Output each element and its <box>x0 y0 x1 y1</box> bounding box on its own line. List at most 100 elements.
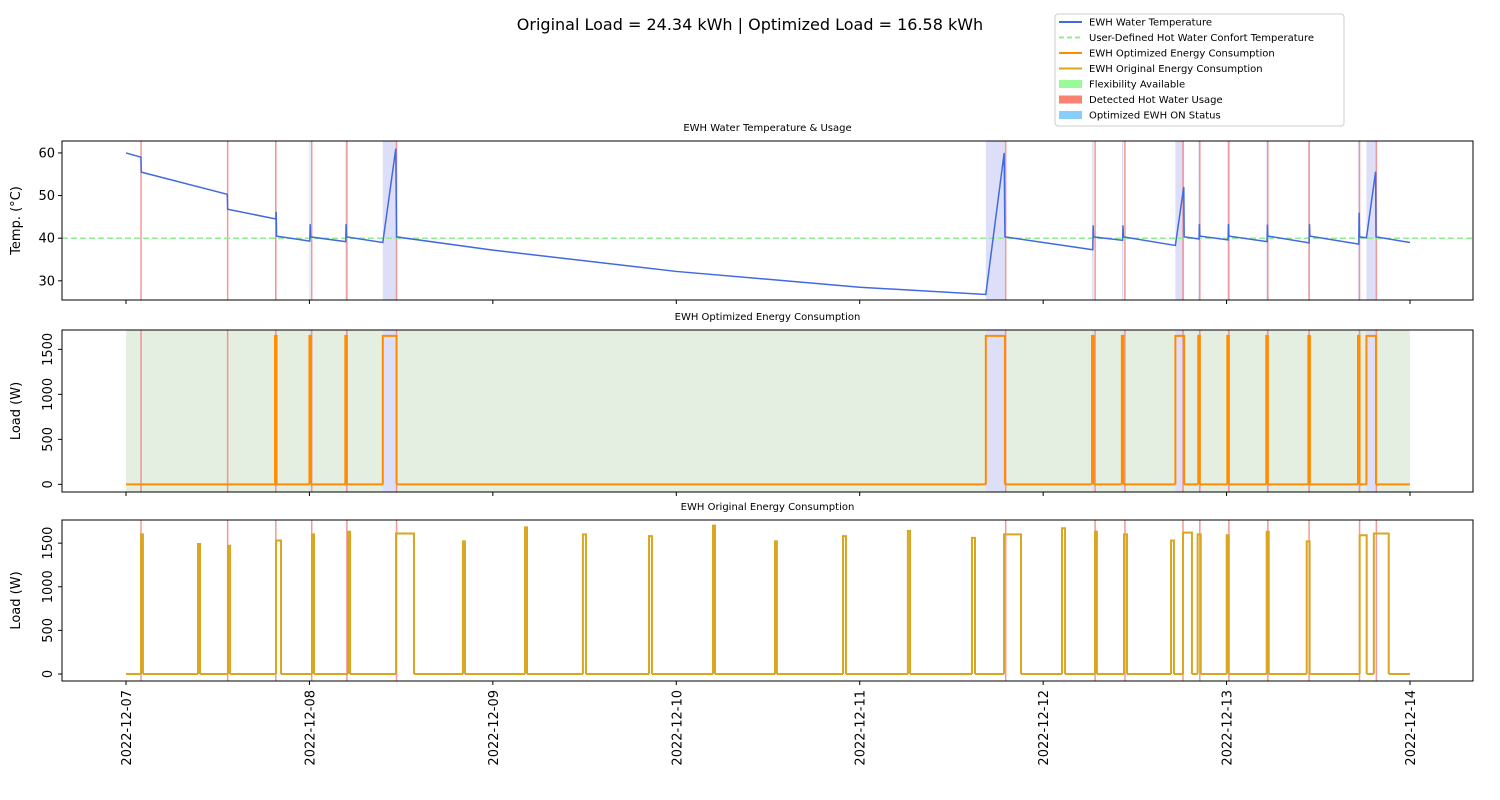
figure-title: Original Load = 24.34 kWh | Optimized Lo… <box>517 15 983 34</box>
x-tick-label: 2022-12-09 <box>487 690 502 766</box>
load-block <box>196 542 202 675</box>
load-block <box>1365 334 1377 485</box>
y-tick-label: 60 <box>38 146 55 161</box>
on-status-span <box>345 141 347 300</box>
load-block <box>1372 532 1390 675</box>
load-block <box>1226 334 1230 485</box>
load-block <box>1120 334 1125 485</box>
load-block <box>1091 334 1095 485</box>
load-block <box>461 540 466 675</box>
on-status-span <box>309 141 311 300</box>
on-status-span <box>1175 330 1185 492</box>
legend: EWH Water Temperature User-Defined Hot Wa… <box>1054 13 1345 127</box>
load-block <box>970 536 976 675</box>
load-block <box>648 535 653 675</box>
load-block <box>1123 533 1128 675</box>
load-block <box>711 524 717 675</box>
load-block <box>984 334 1006 485</box>
on-status-span <box>1366 330 1376 492</box>
plot-area <box>126 520 1410 681</box>
y-tick-label: 1500 <box>41 527 56 560</box>
load-block <box>381 334 398 485</box>
on-status-span <box>1266 141 1268 300</box>
load-block <box>1093 530 1098 675</box>
y-axis-label: Load (W) <box>9 571 24 629</box>
load-block <box>581 533 587 675</box>
load-block <box>523 526 528 675</box>
load-block <box>395 532 416 675</box>
load-block <box>140 533 144 675</box>
y-tick-label: 0 <box>41 480 56 488</box>
y-tick-label: 500 <box>41 618 56 643</box>
load-block <box>1197 334 1201 485</box>
load-block <box>1307 334 1311 485</box>
y-tick-label: 50 <box>38 189 55 204</box>
legend-label: EWH Original Energy Consumption <box>1089 64 1263 75</box>
load-block <box>1182 531 1193 675</box>
load-block <box>906 529 912 675</box>
y-tick-label: 0 <box>41 670 56 678</box>
load-block <box>1305 540 1311 675</box>
x-tick-label: 2022-12-07 <box>120 690 135 766</box>
load-block <box>1196 533 1202 675</box>
axes-frame <box>61 329 1474 493</box>
load-block <box>1265 530 1270 675</box>
load-block <box>1357 334 1361 485</box>
legend-swatch <box>1059 111 1082 119</box>
legend-label: EWH Water Temperature <box>1089 18 1212 29</box>
x-tick-label: 2022-12-11 <box>854 690 869 766</box>
legend-label: Flexibility Available <box>1089 80 1185 91</box>
legend-label: Optimized EWH ON Status <box>1089 111 1221 122</box>
x-tick-label: 2022-12-14 <box>1404 690 1419 766</box>
load-block <box>227 544 232 675</box>
x-tick-label: 2022-12-10 <box>670 690 685 766</box>
load-block <box>1170 539 1175 675</box>
load-block <box>1225 534 1230 675</box>
plot-area <box>126 330 1410 492</box>
load-block <box>1003 533 1022 675</box>
on-status-span <box>382 141 397 300</box>
load-block <box>842 535 847 675</box>
axes-frame <box>61 140 1474 301</box>
on-status-span <box>1198 141 1200 300</box>
on-status-span <box>382 330 397 492</box>
load-block <box>308 334 312 485</box>
y-axis-label: Load (W) <box>9 382 24 440</box>
on-status-span <box>985 330 1005 492</box>
temperature-line <box>125 148 1411 296</box>
y-axis-label: Temp. (°C) <box>9 186 24 256</box>
y-tick-label: 1500 <box>41 333 56 366</box>
x-tick-label: 2022-12-12 <box>1037 690 1052 766</box>
on-status-span <box>1366 141 1376 300</box>
load-block <box>347 530 352 675</box>
y-tick-label: 40 <box>38 232 55 247</box>
x-tick-label: 2022-12-13 <box>1221 690 1236 766</box>
legend-label: Detected Hot Water Usage <box>1089 95 1223 106</box>
load-block <box>275 539 283 675</box>
on-status-span <box>1175 141 1185 300</box>
on-status-span <box>1121 141 1124 300</box>
legend-label: User-Defined Hot Water Confort Temperatu… <box>1089 33 1314 44</box>
axes-frame <box>61 519 1474 682</box>
legend-box <box>1054 13 1345 127</box>
on-status-span <box>1092 141 1094 300</box>
y-tick-label: 500 <box>41 427 56 452</box>
y-tick-label: 1000 <box>41 378 56 411</box>
load-block <box>774 540 778 675</box>
load-block <box>310 533 316 675</box>
plot-area <box>62 141 1473 300</box>
y-tick-label: 30 <box>38 274 55 289</box>
load-block <box>1174 334 1186 485</box>
legend-label: EWH Optimized Energy Consumption <box>1089 49 1275 60</box>
on-status-span <box>1227 141 1229 300</box>
legend-swatch <box>1059 80 1082 88</box>
load-block <box>1265 334 1269 485</box>
load-block <box>1061 527 1067 675</box>
load-block <box>344 334 348 485</box>
load-block <box>1358 534 1368 675</box>
x-tick-label: 2022-12-08 <box>303 690 318 766</box>
load-block <box>274 334 278 485</box>
panel-title: EWH Original Energy Consumption <box>681 502 855 513</box>
panel-title: EWH Optimized Energy Consumption <box>675 312 861 323</box>
